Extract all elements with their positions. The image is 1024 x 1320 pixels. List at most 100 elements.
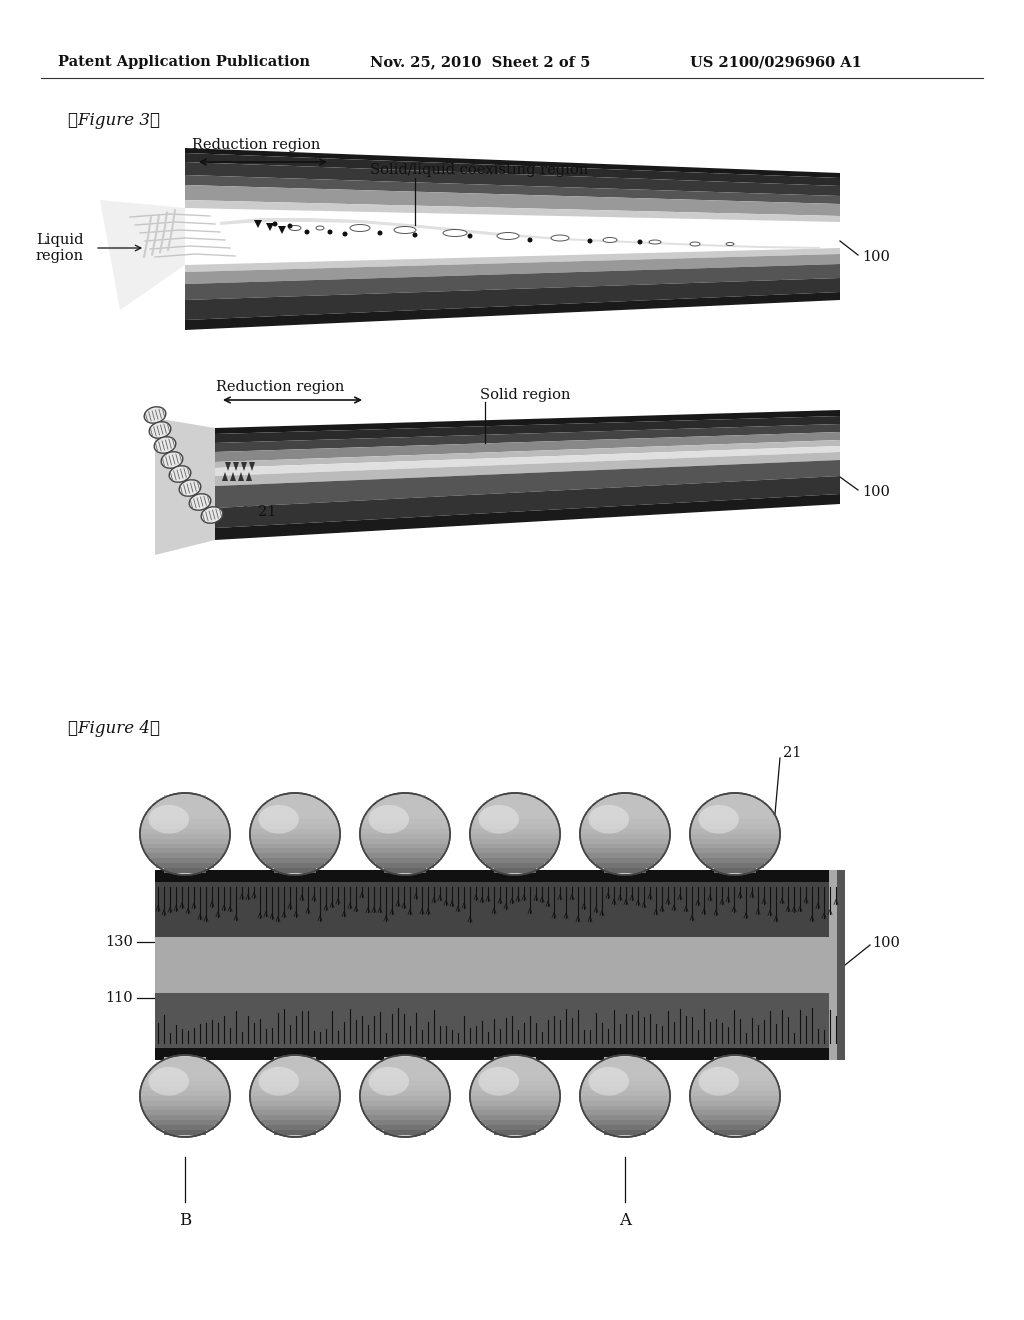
Bar bbox=[362, 820, 449, 825]
Bar bbox=[266, 1063, 324, 1067]
Ellipse shape bbox=[478, 805, 519, 834]
Bar bbox=[257, 1115, 333, 1121]
Bar bbox=[696, 1072, 773, 1077]
Bar bbox=[472, 1106, 558, 1110]
Bar bbox=[273, 1130, 316, 1135]
Bar bbox=[151, 858, 219, 863]
Bar bbox=[376, 863, 434, 867]
Bar bbox=[364, 1077, 446, 1081]
Ellipse shape bbox=[350, 224, 370, 231]
Ellipse shape bbox=[148, 1067, 189, 1096]
Bar bbox=[384, 867, 426, 873]
Bar bbox=[261, 1067, 330, 1072]
Ellipse shape bbox=[649, 240, 662, 244]
Ellipse shape bbox=[250, 1055, 340, 1137]
Bar bbox=[604, 1057, 646, 1063]
Bar bbox=[371, 858, 439, 863]
Bar bbox=[156, 1063, 214, 1067]
Polygon shape bbox=[155, 870, 845, 882]
Ellipse shape bbox=[250, 793, 340, 875]
Bar bbox=[591, 1067, 659, 1072]
Bar bbox=[474, 1077, 556, 1081]
Ellipse shape bbox=[470, 793, 560, 875]
Bar bbox=[144, 1077, 226, 1081]
Bar bbox=[257, 809, 333, 814]
Ellipse shape bbox=[289, 226, 301, 231]
Text: 21: 21 bbox=[783, 746, 802, 760]
Bar bbox=[580, 1096, 670, 1101]
Bar bbox=[360, 1096, 450, 1101]
Bar bbox=[251, 838, 339, 843]
Bar bbox=[384, 795, 426, 800]
Bar bbox=[142, 820, 228, 825]
Bar bbox=[690, 829, 780, 834]
Bar bbox=[376, 1125, 434, 1130]
Bar bbox=[251, 1086, 339, 1092]
Bar bbox=[714, 867, 756, 873]
Ellipse shape bbox=[288, 223, 293, 228]
Ellipse shape bbox=[150, 422, 171, 438]
Polygon shape bbox=[155, 418, 215, 554]
Bar bbox=[140, 1101, 229, 1106]
Text: 130: 130 bbox=[105, 935, 133, 949]
Bar bbox=[371, 1067, 439, 1072]
Bar bbox=[480, 858, 549, 863]
Bar bbox=[694, 1110, 776, 1115]
Bar bbox=[273, 1057, 316, 1063]
Ellipse shape bbox=[443, 230, 467, 236]
Polygon shape bbox=[837, 870, 845, 1060]
Bar bbox=[360, 838, 450, 843]
Ellipse shape bbox=[272, 222, 278, 227]
Bar bbox=[470, 1092, 560, 1096]
Bar bbox=[477, 853, 553, 858]
Bar bbox=[362, 843, 449, 849]
Bar bbox=[690, 834, 780, 840]
Bar bbox=[250, 829, 340, 834]
Ellipse shape bbox=[580, 1055, 670, 1137]
Bar bbox=[155, 870, 845, 1060]
Bar bbox=[580, 834, 670, 840]
Bar bbox=[156, 863, 214, 867]
Ellipse shape bbox=[258, 805, 299, 834]
Polygon shape bbox=[249, 462, 255, 471]
Bar bbox=[164, 1057, 206, 1063]
Bar bbox=[480, 1119, 549, 1125]
Polygon shape bbox=[215, 411, 840, 434]
Bar bbox=[474, 814, 556, 820]
Bar bbox=[470, 834, 560, 840]
Bar bbox=[261, 1119, 330, 1125]
Ellipse shape bbox=[638, 239, 642, 244]
Bar bbox=[596, 1125, 654, 1130]
Bar bbox=[584, 1077, 666, 1081]
Bar bbox=[477, 809, 553, 814]
Bar bbox=[692, 820, 778, 825]
Bar bbox=[362, 1106, 449, 1110]
Bar bbox=[151, 805, 219, 810]
Bar bbox=[156, 800, 214, 805]
Bar bbox=[364, 814, 446, 820]
Polygon shape bbox=[215, 494, 840, 540]
Bar bbox=[700, 805, 769, 810]
Polygon shape bbox=[215, 432, 840, 462]
Bar bbox=[494, 795, 537, 800]
Bar bbox=[486, 800, 544, 805]
Bar bbox=[582, 820, 668, 825]
Bar bbox=[384, 1057, 426, 1063]
Bar bbox=[164, 795, 206, 800]
Bar bbox=[140, 1092, 230, 1096]
Bar bbox=[140, 1096, 230, 1101]
Bar bbox=[140, 838, 229, 843]
Bar bbox=[254, 1077, 336, 1081]
Bar bbox=[254, 1110, 336, 1115]
Bar bbox=[140, 1086, 229, 1092]
Bar bbox=[266, 800, 324, 805]
Bar bbox=[584, 849, 666, 854]
Bar bbox=[471, 1101, 559, 1106]
Bar bbox=[486, 1125, 544, 1130]
Polygon shape bbox=[185, 162, 840, 195]
Ellipse shape bbox=[258, 1067, 299, 1096]
Bar bbox=[144, 1110, 226, 1115]
Polygon shape bbox=[254, 220, 262, 228]
Ellipse shape bbox=[690, 793, 780, 875]
Bar bbox=[691, 1101, 779, 1106]
